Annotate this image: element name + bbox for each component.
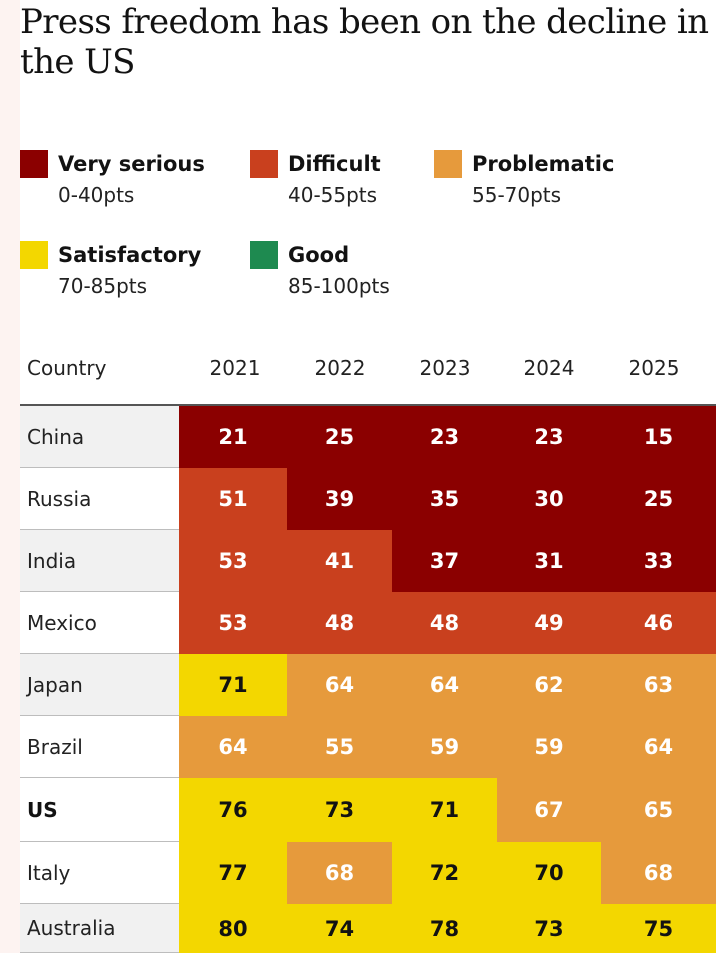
score-cell-china-2021: 21 (179, 406, 287, 468)
row-label: Australia (20, 904, 179, 953)
table-row-brazil: Brazil 64 55 59 59 64 (20, 716, 716, 778)
chart-page: Press freedom has been on the decline in… (20, 0, 716, 953)
legend-range: 55-70pts (472, 183, 562, 207)
table-row-mexico: Mexico 53 48 48 49 46 (20, 592, 716, 654)
column-header-2025: 2025 (628, 356, 680, 380)
table-row-italy: Italy 77 68 72 70 68 (20, 842, 716, 904)
legend-label: Difficult (288, 152, 381, 176)
score-cell-australia-2023: 78 (392, 904, 497, 953)
chart-title: Press freedom has been on the decline in… (20, 2, 709, 82)
column-header-2023: 2023 (419, 356, 471, 380)
legend-swatch (20, 241, 48, 269)
score-cell-india-2023: 37 (392, 530, 497, 592)
table-row-australia: Australia 80 74 78 73 75 (20, 904, 716, 953)
score-cell-us-2022: 73 (287, 778, 392, 842)
legend-label: Very serious (58, 152, 205, 176)
table-row-japan: Japan 71 64 64 62 63 (20, 654, 716, 716)
legend-label: Good (288, 243, 350, 267)
score-cell-russia-2025: 25 (601, 468, 716, 530)
legend-label: Problematic (472, 152, 615, 176)
score-cell-us-2025: 65 (601, 778, 716, 842)
score-cell-brazil-2021: 64 (179, 716, 287, 778)
table-row-india: India 53 41 37 31 33 (20, 530, 716, 592)
score-cell-india-2024: 31 (497, 530, 601, 592)
score-cell-russia-2023: 35 (392, 468, 497, 530)
score-cell-mexico-2022: 48 (287, 592, 392, 654)
header-divider (20, 404, 716, 406)
score-cell-us-2023: 71 (392, 778, 497, 842)
score-cell-india-2025: 33 (601, 530, 716, 592)
row-label: Mexico (20, 592, 179, 654)
score-cell-india-2022: 41 (287, 530, 392, 592)
score-cell-china-2024: 23 (497, 406, 601, 468)
score-cell-australia-2022: 74 (287, 904, 392, 953)
column-header-2022: 2022 (314, 356, 366, 380)
table-row-us: US 76 73 71 67 65 (20, 778, 716, 842)
row-label: India (20, 530, 179, 592)
score-cell-australia-2025: 75 (601, 904, 716, 953)
column-header-country: Country (27, 356, 107, 380)
score-cell-brazil-2025: 64 (601, 716, 716, 778)
legend-range: 0-40pts (58, 183, 135, 207)
legend-swatch (434, 150, 462, 178)
row-label: Russia (20, 468, 179, 530)
row-label: Japan (20, 654, 179, 716)
score-cell-italy-2024: 70 (497, 842, 601, 904)
column-header-2024: 2024 (523, 356, 575, 380)
legend-range: 40-55pts (288, 183, 378, 207)
score-cell-brazil-2024: 59 (497, 716, 601, 778)
score-cell-australia-2024: 73 (497, 904, 601, 953)
legend-swatch (20, 150, 48, 178)
row-label: China (20, 406, 179, 468)
score-cell-italy-2023: 72 (392, 842, 497, 904)
legend-swatch (250, 150, 278, 178)
score-cell-italy-2021: 77 (179, 842, 287, 904)
score-cell-us-2021: 76 (179, 778, 287, 842)
score-cell-japan-2024: 62 (497, 654, 601, 716)
legend-swatch (250, 241, 278, 269)
score-cell-india-2021: 53 (179, 530, 287, 592)
legend-range: 70-85pts (58, 274, 148, 298)
press-freedom-table: Country 2021 2022 2023 2024 2025 China 21 25 23 2… (20, 348, 716, 953)
score-cell-china-2023: 23 (392, 406, 497, 468)
table-row-russia: Russia 51 39 35 30 25 (20, 468, 716, 530)
row-label: Brazil (20, 716, 179, 778)
legend-label: Satisfactory (58, 243, 202, 267)
table-row-china: China 21 25 23 23 15 (20, 406, 716, 468)
score-cell-russia-2021: 51 (179, 468, 287, 530)
row-label: US (20, 778, 179, 842)
score-cell-japan-2023: 64 (392, 654, 497, 716)
score-cell-brazil-2022: 55 (287, 716, 392, 778)
score-cell-italy-2022: 68 (287, 842, 392, 904)
score-cell-mexico-2024: 49 (497, 592, 601, 654)
score-cell-russia-2022: 39 (287, 468, 392, 530)
legend-range: 85-100pts (288, 274, 390, 298)
score-cell-australia-2021: 80 (179, 904, 287, 953)
score-cell-mexico-2023: 48 (392, 592, 497, 654)
score-cell-china-2022: 25 (287, 406, 392, 468)
score-cell-mexico-2025: 46 (601, 592, 716, 654)
score-cell-mexico-2021: 53 (179, 592, 287, 654)
score-cell-russia-2024: 30 (497, 468, 601, 530)
column-header-2021: 2021 (209, 356, 261, 380)
score-cell-us-2024: 67 (497, 778, 601, 842)
score-cell-italy-2025: 68 (601, 842, 716, 904)
score-cell-china-2025: 15 (601, 406, 716, 468)
score-cell-brazil-2023: 59 (392, 716, 497, 778)
score-cell-japan-2022: 64 (287, 654, 392, 716)
score-cell-japan-2021: 71 (179, 654, 287, 716)
row-label: Italy (20, 842, 179, 904)
score-cell-japan-2025: 63 (601, 654, 716, 716)
